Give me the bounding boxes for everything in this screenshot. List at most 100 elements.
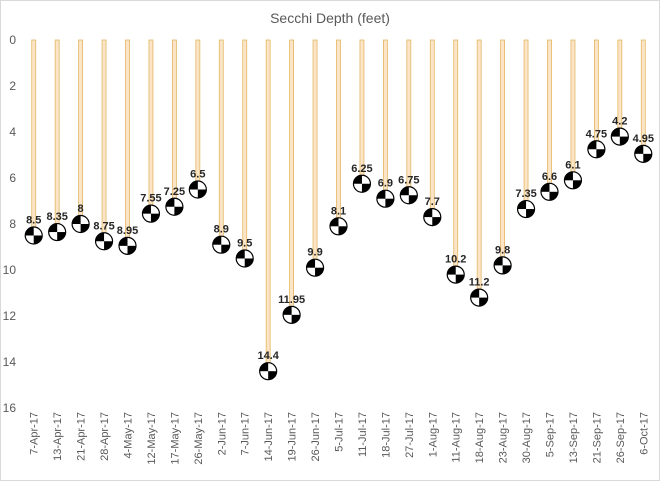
secchi-disk-marker: [282, 305, 301, 324]
x-tick-label: 11-Jul-17: [357, 412, 369, 457]
secchi-disk-marker: [305, 258, 325, 277]
secchi-disk-marker: [470, 288, 489, 307]
y-tick-label: 0: [9, 33, 16, 47]
bar: [242, 39, 248, 259]
y-tick-label: 10: [3, 263, 17, 277]
data-label: 4.95: [633, 133, 654, 145]
data-label: 4.2: [612, 116, 627, 128]
x-tick-label: 11-Aug-17: [451, 412, 463, 463]
x-tick-label: 13-Apr-17: [52, 412, 64, 461]
secchi-disk-marker: [212, 235, 231, 254]
chart-title: Secchi Depth (feet): [270, 10, 390, 26]
x-tick-label: 1-Aug-17: [427, 412, 439, 457]
secchi-disk-marker: [188, 180, 207, 199]
data-label: 8.75: [93, 220, 114, 232]
x-tick-label: 14-Jun-17: [263, 412, 275, 462]
y-tick-label: 6: [9, 171, 16, 185]
x-tick-label: 13-Sep-17: [568, 412, 580, 463]
bar: [148, 39, 154, 215]
bar: [195, 39, 201, 190]
bar: [406, 39, 412, 196]
secchi-disk-marker: [352, 174, 372, 193]
data-label: 6.1: [565, 159, 580, 171]
x-tick-label: 17-May-17: [169, 412, 181, 465]
secchi-disk-marker: [141, 204, 161, 223]
bar: [429, 39, 435, 218]
bar: [523, 39, 529, 210]
data-label: 9.9: [307, 247, 322, 259]
x-tick-label: 30-Aug-17: [521, 412, 533, 463]
data-label: 8.1: [331, 205, 346, 217]
secchi-disk-marker: [423, 208, 442, 227]
bar: [312, 39, 318, 269]
secchi-disk-marker: [540, 182, 559, 201]
bar: [547, 39, 552, 193]
data-label: 6.6: [542, 171, 557, 183]
bar: [453, 39, 459, 276]
x-tick-label: 6-Oct-17: [638, 412, 650, 455]
data-label: 11.2: [469, 277, 490, 289]
y-tick-label: 8: [9, 217, 16, 231]
y-tick-label: 2: [9, 79, 16, 93]
data-label-series: 8.5 8.35 8 8.75 8.95 7.557.25 6.5 8.9 9.5 14.4 11.…: [26, 116, 654, 363]
bar: [336, 39, 341, 227]
data-label: 6.5: [190, 169, 205, 181]
x-axis: 7-Apr-17 13-Apr-17 21-Apr-17 28-Apr-17 4-May…: [29, 412, 651, 465]
y-tick-label: 14: [3, 355, 17, 369]
secchi-disk-marker: [610, 127, 629, 146]
secchi-disk-marker: [634, 144, 653, 163]
secchi-disk-marker: [587, 140, 606, 159]
secchi-disk-marker: [446, 265, 465, 284]
bar: [382, 39, 388, 200]
data-label: 4.75: [586, 128, 607, 140]
data-label: 7.55: [140, 193, 161, 205]
data-label: 8.35: [46, 211, 67, 223]
data-label: 11.95: [278, 294, 305, 306]
secchi-disk-marker: [71, 214, 90, 234]
x-tick-label: 26-May-17: [193, 412, 205, 465]
secchi-disk-marker: [493, 256, 512, 275]
secchi-disk-marker: [94, 232, 114, 251]
x-tick-label: 7-Jun-17: [240, 412, 252, 455]
secchi-disk-marker: [516, 199, 536, 219]
x-tick-label: 12-May-17: [146, 412, 158, 465]
secchi-disk-marker: [235, 249, 254, 268]
x-tick-label: 26-Jun-17: [310, 412, 322, 462]
x-tick-label: 18-Jul-17: [380, 412, 392, 458]
y-tick-label: 16: [3, 401, 17, 415]
data-label: 7.25: [164, 186, 185, 198]
x-tick-label: 21-Sep-17: [591, 412, 603, 463]
secchi-disk-marker: [259, 362, 278, 381]
bar: [78, 39, 84, 225]
y-axis: 0 2 4 6 8 10 12 14 16: [3, 33, 17, 415]
bar: [101, 39, 107, 242]
data-label: 7.7: [425, 196, 440, 208]
data-label: 6.9: [378, 178, 393, 190]
secchi-disk-marker: [165, 197, 184, 216]
data-label: 7.35: [515, 188, 536, 200]
data-label: 9.5: [237, 238, 252, 250]
secchi-disk-marker: [118, 236, 137, 255]
x-tick-label: 4-May-17: [123, 412, 135, 458]
data-label: 6.25: [351, 163, 372, 175]
y-tick-label: 4: [9, 125, 16, 139]
data-label: 10.2: [445, 254, 466, 266]
secchi-disk-marker: [399, 186, 418, 205]
x-tick-label: 5-Sep-17: [545, 412, 557, 457]
x-tick-label: 23-Aug-17: [498, 412, 510, 463]
x-tick-label: 7-Apr-17: [29, 412, 41, 455]
secchi-disk-marker: [376, 189, 395, 208]
bar: [125, 39, 130, 247]
secchi-disk-marker: [563, 171, 583, 190]
x-tick-label: 21-Apr-17: [76, 412, 88, 461]
data-label: 8: [78, 203, 84, 215]
bar: [500, 39, 506, 266]
data-label: 8.9: [214, 224, 229, 236]
bar: [476, 39, 482, 299]
data-label: 8.95: [117, 225, 138, 237]
x-tick-label: 28-Apr-17: [99, 412, 111, 461]
bar: [31, 39, 37, 236]
bar: [289, 39, 295, 316]
x-tick-label: 26-Sep-17: [615, 412, 627, 463]
